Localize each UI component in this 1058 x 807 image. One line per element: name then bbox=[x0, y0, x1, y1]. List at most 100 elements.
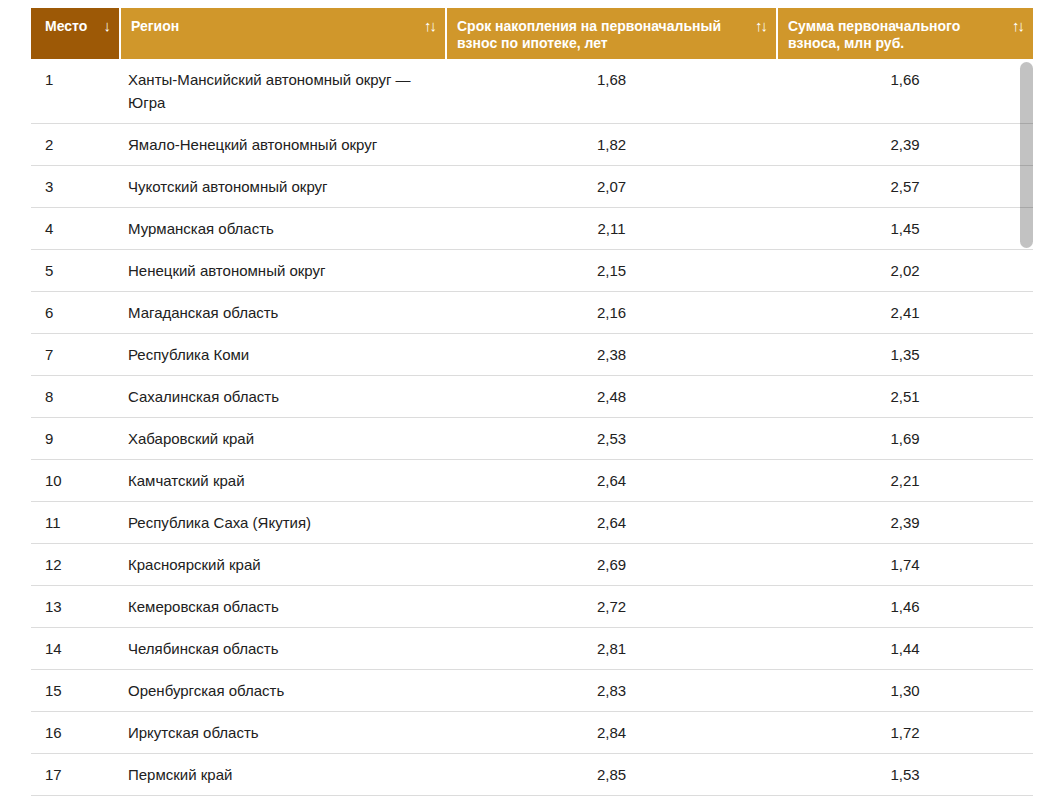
column-header-term-label: Срок накопления на первоначальный взнос … bbox=[457, 18, 721, 51]
region-cell: Республика Коми bbox=[120, 334, 446, 376]
region-cell: Чукотский автономный округ bbox=[120, 166, 446, 208]
sum-cell: 1,69 bbox=[777, 418, 1033, 460]
sum-cell: 1,35 bbox=[777, 334, 1033, 376]
sum-cell: 2,51 bbox=[777, 376, 1033, 418]
sum-cell: 2,57 bbox=[777, 166, 1033, 208]
term-cell: 2,83 bbox=[446, 670, 777, 712]
term-cell: 2,53 bbox=[446, 418, 777, 460]
term-cell: 2,64 bbox=[446, 460, 777, 502]
sum-cell: 1,72 bbox=[777, 712, 1033, 754]
rank-cell: 16 bbox=[31, 712, 120, 754]
rank-cell: 8 bbox=[31, 376, 120, 418]
term-cell: 1,82 bbox=[446, 124, 777, 166]
rank-cell: 5 bbox=[31, 250, 120, 292]
table-row: 18 Липецкая область 2,87 1,45 bbox=[31, 796, 1033, 807]
sort-arrow-down-icon[interactable]: ↓ bbox=[104, 17, 110, 34]
table-row: 10 Камчатский край 2,64 2,21 bbox=[31, 460, 1033, 502]
column-header-sum[interactable]: Сумма первоначального взноса, млн руб. ↑… bbox=[777, 8, 1033, 59]
sum-cell: 1,53 bbox=[777, 754, 1033, 796]
regions-rating-table: Место ↓ Регион ↑↓ Срок накопления на пер… bbox=[31, 8, 1033, 807]
sum-cell: 2,39 bbox=[777, 124, 1033, 166]
table-row: 1 Ханты-Мансийский автономный округ — Юг… bbox=[31, 59, 1033, 124]
sort-arrows-up-down-icon[interactable]: ↑↓ bbox=[424, 17, 435, 34]
term-cell: 2,87 bbox=[446, 796, 777, 807]
region-cell: Республика Саха (Якутия) bbox=[120, 502, 446, 544]
rank-cell: 10 bbox=[31, 460, 120, 502]
region-cell: Оренбургская область bbox=[120, 670, 446, 712]
region-cell: Липецкая область bbox=[120, 796, 446, 807]
region-cell: Камчатский край bbox=[120, 460, 446, 502]
rank-cell: 4 bbox=[31, 208, 120, 250]
rank-cell: 9 bbox=[31, 418, 120, 460]
region-cell: Мурманская область bbox=[120, 208, 446, 250]
sum-cell: 1,46 bbox=[777, 586, 1033, 628]
region-cell: Кемеровская область bbox=[120, 586, 446, 628]
sum-cell: 1,66 bbox=[777, 59, 1033, 124]
rank-cell: 13 bbox=[31, 586, 120, 628]
term-cell: 2,38 bbox=[446, 334, 777, 376]
table-row: 17 Пермский край 2,85 1,53 bbox=[31, 754, 1033, 796]
vertical-scrollbar-thumb[interactable] bbox=[1020, 62, 1033, 248]
region-cell: Красноярский край bbox=[120, 544, 446, 586]
table-row: 8 Сахалинская область 2,48 2,51 bbox=[31, 376, 1033, 418]
sort-arrows-up-down-icon[interactable]: ↑↓ bbox=[1012, 17, 1023, 34]
table-row: 11 Республика Саха (Якутия) 2,64 2,39 bbox=[31, 502, 1033, 544]
rank-cell: 15 bbox=[31, 670, 120, 712]
sum-cell: 1,44 bbox=[777, 628, 1033, 670]
sort-arrows-up-down-icon[interactable]: ↑↓ bbox=[755, 17, 766, 34]
rank-cell: 3 bbox=[31, 166, 120, 208]
sum-cell: 2,02 bbox=[777, 250, 1033, 292]
region-cell: Хабаровский край bbox=[120, 418, 446, 460]
rank-cell: 6 bbox=[31, 292, 120, 334]
sum-cell: 2,41 bbox=[777, 292, 1033, 334]
column-header-rank-label: Место bbox=[45, 18, 87, 34]
column-header-region-label: Регион bbox=[131, 18, 179, 34]
page: Место ↓ Регион ↑↓ Срок накопления на пер… bbox=[0, 0, 1058, 807]
term-cell: 2,11 bbox=[446, 208, 777, 250]
region-cell: Ненецкий автономный округ bbox=[120, 250, 446, 292]
table-body: 1 Ханты-Мансийский автономный округ — Юг… bbox=[31, 59, 1033, 807]
table-row: 5 Ненецкий автономный округ 2,15 2,02 bbox=[31, 250, 1033, 292]
column-header-rank[interactable]: Место ↓ bbox=[31, 8, 120, 59]
region-cell: Ямало-Ненецкий автономный округ bbox=[120, 124, 446, 166]
rank-cell: 2 bbox=[31, 124, 120, 166]
table-row: 14 Челябинская область 2,81 1,44 bbox=[31, 628, 1033, 670]
table-row: 15 Оренбургская область 2,83 1,30 bbox=[31, 670, 1033, 712]
table-row: 6 Магаданская область 2,16 2,41 bbox=[31, 292, 1033, 334]
sum-cell: 1,74 bbox=[777, 544, 1033, 586]
table-row: 4 Мурманская область 2,11 1,45 bbox=[31, 208, 1033, 250]
region-cell: Челябинская область bbox=[120, 628, 446, 670]
table-row: 9 Хабаровский край 2,53 1,69 bbox=[31, 418, 1033, 460]
sum-cell: 2,39 bbox=[777, 502, 1033, 544]
table-row: 2 Ямало-Ненецкий автономный округ 1,82 2… bbox=[31, 124, 1033, 166]
sum-cell: 1,45 bbox=[777, 796, 1033, 807]
region-cell: Иркутская область bbox=[120, 712, 446, 754]
rank-cell: 7 bbox=[31, 334, 120, 376]
region-cell: Магаданская область bbox=[120, 292, 446, 334]
term-cell: 2,64 bbox=[446, 502, 777, 544]
region-cell: Пермский край bbox=[120, 754, 446, 796]
rank-cell: 18 bbox=[31, 796, 120, 807]
sum-cell: 1,30 bbox=[777, 670, 1033, 712]
column-header-sum-label: Сумма первоначального взноса, млн руб. bbox=[788, 18, 960, 51]
term-cell: 1,68 bbox=[446, 59, 777, 124]
rank-cell: 11 bbox=[31, 502, 120, 544]
rank-cell: 17 bbox=[31, 754, 120, 796]
term-cell: 2,81 bbox=[446, 628, 777, 670]
column-header-term[interactable]: Срок накопления на первоначальный взнос … bbox=[446, 8, 777, 59]
sum-cell: 2,21 bbox=[777, 460, 1033, 502]
term-cell: 2,16 bbox=[446, 292, 777, 334]
term-cell: 2,85 bbox=[446, 754, 777, 796]
term-cell: 2,48 bbox=[446, 376, 777, 418]
table-row: 7 Республика Коми 2,38 1,35 bbox=[31, 334, 1033, 376]
rank-cell: 1 bbox=[31, 59, 120, 124]
term-cell: 2,72 bbox=[446, 586, 777, 628]
table-row: 12 Красноярский край 2,69 1,74 bbox=[31, 544, 1033, 586]
table-row: 3 Чукотский автономный округ 2,07 2,57 bbox=[31, 166, 1033, 208]
term-cell: 2,84 bbox=[446, 712, 777, 754]
table-row: 16 Иркутская область 2,84 1,72 bbox=[31, 712, 1033, 754]
table-header: Место ↓ Регион ↑↓ Срок накопления на пер… bbox=[31, 8, 1033, 59]
rank-cell: 12 bbox=[31, 544, 120, 586]
column-header-region[interactable]: Регион ↑↓ bbox=[120, 8, 446, 59]
region-cell: Сахалинская область bbox=[120, 376, 446, 418]
